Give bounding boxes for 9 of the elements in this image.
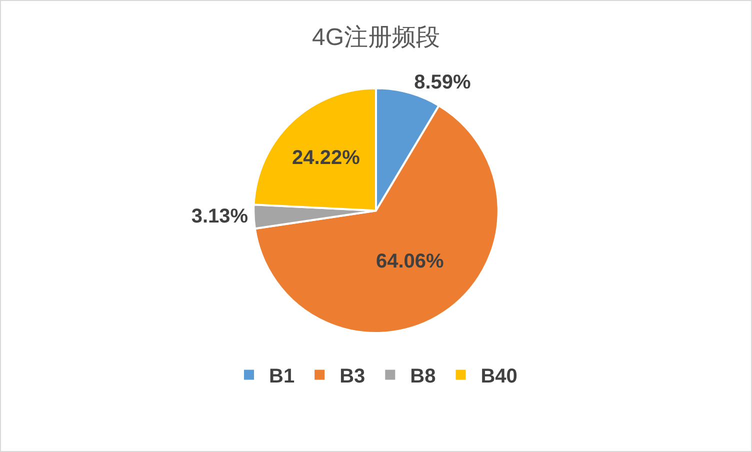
data-label: 8.59% — [414, 71, 472, 94]
legend-label: B8 — [410, 366, 436, 388]
data-label: 64.06% — [376, 250, 444, 272]
legend-label: B40 — [480, 366, 518, 388]
data-label: 24.22% — [292, 147, 360, 170]
legend-label: B1 — [269, 366, 295, 388]
chart-title: 4G注册频段 — [312, 24, 440, 51]
legend-label: B3 — [340, 366, 366, 388]
data-label: 3.13% — [191, 206, 248, 228]
